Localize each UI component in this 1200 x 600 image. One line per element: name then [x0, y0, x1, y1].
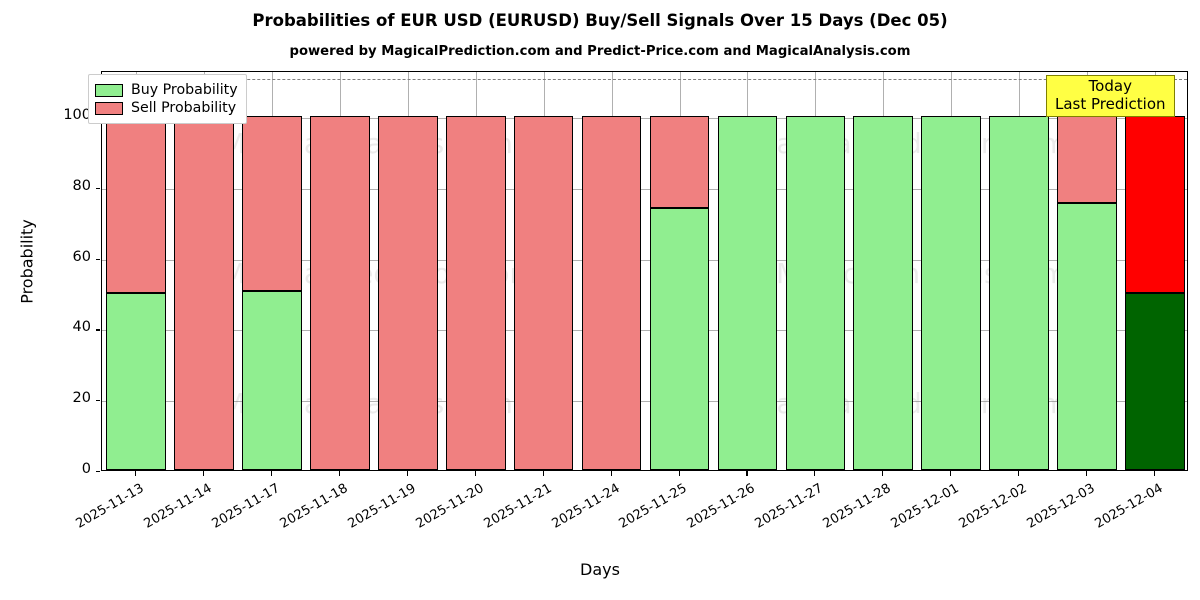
- bar-group[interactable]: [581, 72, 642, 470]
- y-tick-label: 20: [72, 390, 91, 407]
- bar-segment-sell[interactable]: [581, 116, 642, 470]
- x-tick-mark: [814, 471, 816, 476]
- today-annotation-line1: Today: [1088, 77, 1132, 95]
- bar-group[interactable]: [513, 72, 574, 470]
- bar-series-layer: [102, 72, 1187, 470]
- gridline-horizontal: [102, 259, 1187, 261]
- x-tick-mark: [406, 471, 408, 476]
- plot-area: MagicalAnalysis.comMagicalPrediction.com…: [101, 71, 1188, 471]
- bar-segment-buy[interactable]: [1125, 293, 1185, 470]
- x-tick-mark: [270, 471, 272, 476]
- legend-swatch-sell: [95, 101, 123, 115]
- bar-segment-sell[interactable]: [377, 116, 438, 470]
- bar-group[interactable]: [1057, 72, 1117, 470]
- x-tick-mark: [610, 471, 612, 476]
- bar-group[interactable]: [174, 72, 234, 470]
- bar-group[interactable]: [921, 72, 982, 470]
- chart-subtitle: powered by MagicalPrediction.com and Pre…: [289, 44, 911, 59]
- y-tick-label: 60: [72, 248, 91, 265]
- gridline-horizontal: [102, 330, 1187, 332]
- bar-group[interactable]: [785, 72, 846, 470]
- bar-group[interactable]: [106, 72, 166, 470]
- bar-segment-sell[interactable]: [445, 116, 506, 470]
- y-tick-label: 80: [72, 177, 91, 194]
- bar-segment-buy[interactable]: [989, 116, 1050, 470]
- chart-title: Probabilities of EUR USD (EURUSD) Buy/Se…: [252, 11, 948, 30]
- x-tick-mark: [1154, 471, 1156, 476]
- x-tick-mark: [135, 471, 137, 476]
- y-tick-label: 40: [72, 319, 91, 336]
- x-tick-mark: [474, 471, 476, 476]
- chart-legend: Buy Probability Sell Probability: [88, 74, 247, 124]
- gridline-horizontal: [102, 401, 1187, 403]
- x-tick-mark: [338, 471, 340, 476]
- bar-group[interactable]: [445, 72, 506, 470]
- gridline-horizontal: [102, 188, 1187, 190]
- y-tick-mark: [96, 329, 100, 331]
- legend-item-buy: Buy Probability: [95, 82, 238, 98]
- bar-group[interactable]: [989, 72, 1050, 470]
- legend-label-buy: Buy Probability: [131, 82, 238, 98]
- bar-group[interactable]: [242, 72, 302, 470]
- x-tick-mark: [950, 471, 952, 476]
- legend-swatch-buy: [95, 83, 123, 97]
- y-tick-mark: [96, 187, 100, 189]
- y-axis-label: Probability: [17, 219, 37, 304]
- bar-segment-sell[interactable]: [106, 116, 166, 293]
- bar-segment-sell[interactable]: [649, 116, 710, 209]
- x-tick-mark: [882, 471, 884, 476]
- bar-group[interactable]: [309, 72, 370, 470]
- y-tick-label: 100: [63, 107, 91, 124]
- threshold-dashed-line: [102, 79, 1187, 81]
- bar-group[interactable]: [1125, 72, 1185, 470]
- y-tick-mark: [96, 258, 100, 260]
- bar-segment-sell[interactable]: [242, 116, 302, 292]
- x-axis-label: Days: [580, 560, 620, 579]
- bar-segment-buy[interactable]: [1057, 202, 1117, 470]
- bar-segment-buy[interactable]: [921, 116, 982, 470]
- x-tick-mark: [678, 471, 680, 476]
- x-tick-mark: [1086, 471, 1088, 476]
- bar-group[interactable]: [377, 72, 438, 470]
- x-tick-mark: [542, 471, 544, 476]
- today-annotation: Today Last Prediction: [1046, 75, 1175, 118]
- bar-segment-sell[interactable]: [1125, 116, 1185, 293]
- legend-item-sell: Sell Probability: [95, 100, 238, 116]
- today-annotation-line2: Last Prediction: [1055, 94, 1166, 113]
- bar-segment-sell[interactable]: [174, 116, 234, 470]
- x-tick-mark: [202, 471, 205, 476]
- bar-segment-buy[interactable]: [649, 208, 710, 470]
- bar-group[interactable]: [649, 72, 710, 470]
- bar-segment-sell[interactable]: [513, 116, 574, 470]
- bar-segment-sell[interactable]: [1057, 116, 1117, 203]
- bar-segment-buy[interactable]: [717, 116, 778, 470]
- bar-segment-buy[interactable]: [853, 116, 914, 470]
- y-tick-mark: [96, 400, 100, 402]
- bar-group[interactable]: [853, 72, 914, 470]
- x-tick-mark: [1018, 471, 1020, 476]
- bar-segment-buy[interactable]: [242, 291, 302, 470]
- y-tick-mark: [96, 471, 100, 473]
- x-tick-mark: [746, 471, 748, 476]
- legend-label-sell: Sell Probability: [131, 100, 237, 116]
- bar-group[interactable]: [717, 72, 778, 470]
- gridline-horizontal: [102, 118, 1187, 119]
- y-tick-label: 0: [81, 461, 91, 477]
- bar-segment-buy[interactable]: [106, 293, 166, 470]
- bar-segment-buy[interactable]: [785, 116, 846, 470]
- bar-segment-sell[interactable]: [309, 116, 370, 470]
